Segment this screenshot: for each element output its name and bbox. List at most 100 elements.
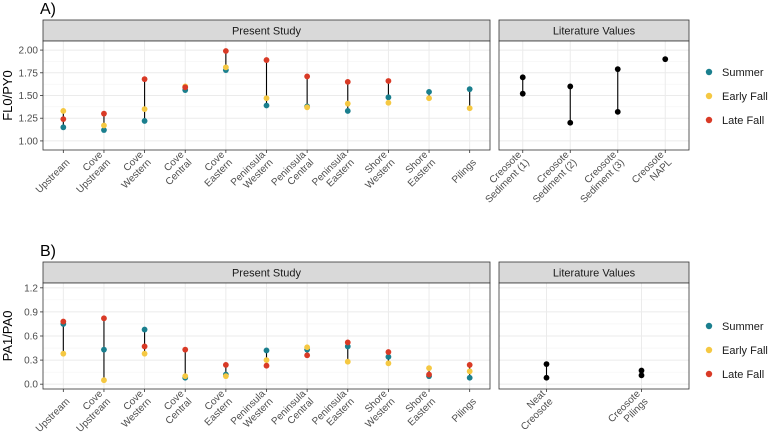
x-tick-label: PeninsulaWestern bbox=[229, 149, 276, 196]
facet-present-study: Present Study Upstream CoveUpstream CoveWes… bbox=[34, 261, 491, 435]
x-tick-label: CreosoteSediment (2) bbox=[523, 149, 579, 205]
literature-point bbox=[567, 119, 574, 126]
data-point-early-fall bbox=[385, 99, 392, 106]
y-tick-label: 0.6 bbox=[24, 332, 38, 343]
x-tick-label-line: Pilings bbox=[450, 396, 479, 425]
x-tick-label: CoveCentral bbox=[156, 388, 195, 427]
literature-point bbox=[638, 367, 645, 374]
data-point-late-fall bbox=[344, 339, 351, 346]
y-tick-label: 0.0 bbox=[24, 380, 38, 391]
literature-point bbox=[519, 90, 526, 97]
data-point-early-fall bbox=[344, 100, 351, 107]
data-point-late-fall bbox=[466, 362, 473, 368]
x-tick-label: NeatCreosote bbox=[511, 388, 556, 433]
data-point-early-fall bbox=[60, 350, 67, 357]
legend-swatch-summer bbox=[705, 322, 713, 330]
literature-point bbox=[614, 66, 621, 73]
facet-literature-values: Literature Values NeatCreosote CreosotePil… bbox=[498, 261, 690, 433]
data-point-summer bbox=[141, 326, 148, 333]
data-point-summer bbox=[263, 102, 270, 109]
x-tick-label: CreosotePilings bbox=[606, 388, 651, 433]
legend-swatch-summer bbox=[705, 68, 713, 76]
x-tick-label: PeninsulaWestern bbox=[229, 388, 276, 435]
data-point-early-fall bbox=[60, 108, 67, 114]
x-tick-label: CoveUpstream bbox=[67, 149, 114, 196]
plot-border bbox=[498, 282, 690, 390]
data-point-late-fall bbox=[141, 76, 148, 83]
y-axis-title: PA1/PA0 bbox=[0, 311, 15, 362]
data-point-late-fall bbox=[222, 48, 229, 54]
facet-title: Literature Values bbox=[553, 268, 636, 280]
y-tick-label: 1.25 bbox=[19, 114, 39, 125]
data-point-late-fall bbox=[182, 346, 189, 353]
data-point-early-fall bbox=[466, 368, 473, 375]
x-tick-label: PeninsulaCentral bbox=[270, 388, 317, 435]
data-point-early-fall bbox=[466, 105, 473, 112]
x-tick-label: CreosoteSediment (1) bbox=[476, 149, 532, 205]
literature-point bbox=[519, 74, 526, 81]
x-tick-label: ShoreEastern bbox=[398, 388, 438, 428]
x-tick-label: Pilings bbox=[450, 396, 479, 425]
x-tick-label: Pilings bbox=[450, 157, 479, 186]
legend-label: Early Fall bbox=[722, 91, 768, 103]
x-tick-label: CoveCentral bbox=[156, 149, 195, 188]
data-point-summer bbox=[385, 94, 392, 101]
legend-label: Late Fall bbox=[722, 369, 764, 381]
y-tick-label: 1.75 bbox=[19, 68, 39, 79]
legend-label: Late Fall bbox=[722, 115, 764, 127]
x-tick-label: ShoreWestern bbox=[356, 388, 398, 430]
legend-label: Summer bbox=[722, 321, 764, 333]
data-point-early-fall bbox=[222, 373, 229, 380]
facet-title: Present Study bbox=[232, 26, 302, 38]
x-tick-label: Upstream bbox=[34, 396, 72, 434]
y-tick-label: 0.3 bbox=[24, 356, 38, 367]
x-tick-label: CoveEastern bbox=[195, 149, 235, 189]
x-tick-label: CoveWestern bbox=[112, 388, 154, 430]
data-point-late-fall bbox=[385, 78, 392, 84]
data-point-late-fall bbox=[101, 110, 107, 117]
data-point-summer bbox=[101, 346, 107, 353]
data-point-summer bbox=[344, 108, 351, 114]
data-point-early-fall bbox=[426, 365, 432, 372]
chart-panel-b: B) PA1/PA0 0.0 0.3 0.6 0.9 1.2 Present Study Ups… bbox=[0, 243, 768, 435]
panel-label: A) bbox=[40, 1, 56, 18]
y-tick-label: 1.2 bbox=[24, 283, 38, 294]
data-point-late-fall bbox=[222, 362, 229, 368]
panel-label: B) bbox=[40, 243, 56, 260]
legend-swatch-late-fall bbox=[705, 116, 713, 124]
x-tick-label: PeninsulaEastern bbox=[310, 388, 357, 435]
data-point-late-fall bbox=[60, 116, 67, 123]
legend-label: Early Fall bbox=[722, 345, 768, 357]
data-point-late-fall bbox=[304, 73, 311, 80]
plot-border bbox=[498, 40, 690, 151]
data-point-summer bbox=[466, 374, 473, 381]
legend-swatch-early-fall bbox=[705, 346, 713, 354]
data-point-summer bbox=[141, 118, 148, 124]
legend-swatch-early-fall bbox=[705, 92, 713, 100]
data-point-early-fall bbox=[426, 95, 432, 102]
y-tick-label: 1.50 bbox=[19, 91, 39, 102]
literature-point bbox=[567, 83, 574, 90]
data-point-early-fall bbox=[182, 373, 189, 380]
x-tick-label: Upstream bbox=[34, 157, 72, 195]
data-point-early-fall bbox=[101, 122, 107, 129]
x-tick-label-line: Upstream bbox=[34, 157, 72, 195]
data-point-early-fall bbox=[385, 360, 392, 367]
data-point-early-fall bbox=[141, 350, 148, 357]
data-point-early-fall bbox=[101, 377, 107, 384]
literature-point bbox=[662, 56, 669, 63]
data-point-early-fall bbox=[304, 344, 311, 351]
x-tick-label: CreosoteNAPL bbox=[630, 149, 675, 194]
data-point-summer bbox=[344, 343, 351, 350]
data-point-late-fall bbox=[426, 371, 432, 378]
y-tick-label: 1.00 bbox=[19, 136, 39, 147]
data-point-early-fall bbox=[344, 358, 351, 365]
legend-label: Summer bbox=[722, 67, 764, 79]
x-tick-label: ShoreWestern bbox=[356, 149, 398, 191]
x-tick-label: CoveEastern bbox=[195, 388, 235, 428]
x-tick-label: CreosoteSediment (3) bbox=[571, 149, 627, 205]
data-point-summer bbox=[385, 353, 392, 360]
data-point-early-fall bbox=[222, 64, 229, 71]
